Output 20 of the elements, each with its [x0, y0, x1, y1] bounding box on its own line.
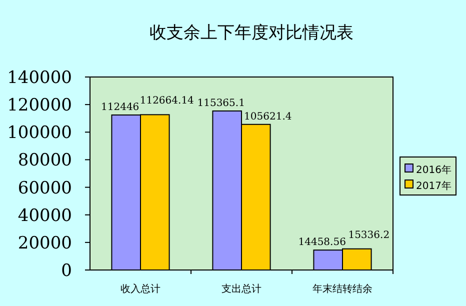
data-label: 112664.14	[140, 96, 194, 107]
y-tick-label: 120000	[7, 96, 72, 116]
data-label: 105621.4	[244, 111, 292, 122]
y-tick-label: 20000	[18, 233, 72, 254]
legend-label: 2017年	[416, 180, 452, 192]
data-label: 115365.1	[197, 98, 245, 109]
data-label: 112446	[101, 102, 140, 113]
data-label: 15336.2	[348, 230, 390, 241]
data-label: 14458.56	[298, 237, 346, 248]
y-tick-label: 60000	[18, 178, 72, 198]
x-tick-label: 支出总计	[222, 283, 262, 295]
x-tick-label: 收入总计	[120, 283, 160, 295]
y-tick-label: 0	[61, 261, 72, 281]
y-tick-label: 80000	[18, 150, 72, 171]
x-tick-label: 年末结转结余	[312, 283, 372, 295]
y-tick-label: 140000	[7, 68, 72, 88]
chart-title: 收支余上下年度对比情况表	[150, 23, 354, 43]
legend-label: 2016年	[416, 164, 452, 176]
y-tick-label: 40000	[18, 206, 72, 226]
y-tick-label: 100000	[7, 123, 72, 144]
